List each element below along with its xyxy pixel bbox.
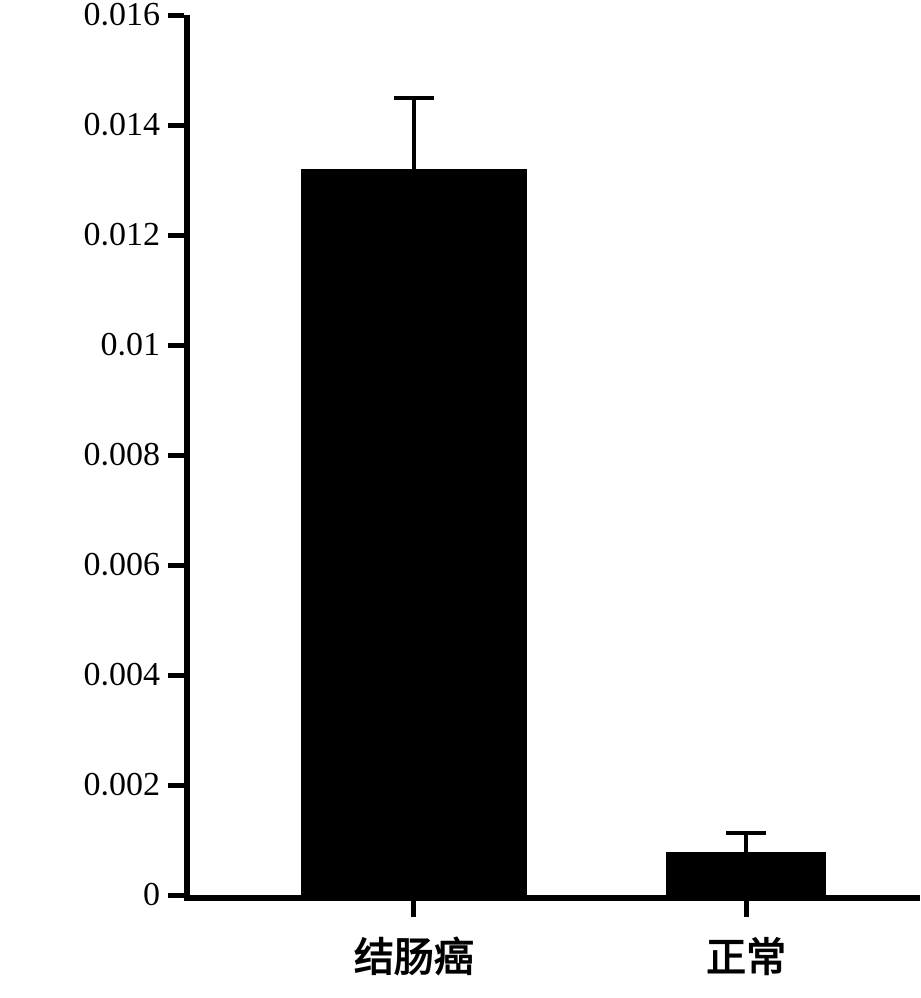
y-tick-mark <box>168 13 184 18</box>
y-tick-mark <box>168 673 184 678</box>
error-cap-1 <box>726 831 766 835</box>
y-tick-mark <box>168 563 184 568</box>
y-tick-label: 0.004 <box>84 656 161 694</box>
x-tick-mark-1 <box>744 901 749 917</box>
y-tick-mark <box>168 783 184 788</box>
y-tick-label: 0.008 <box>84 436 161 474</box>
error-cap-0 <box>394 96 434 100</box>
bar-chart: 0 0.002 0.004 0.006 0.008 0.01 0.012 0.014 0.016… <box>0 0 921 998</box>
y-tick-label: 0.002 <box>84 766 161 804</box>
y-tick-mark <box>168 343 184 348</box>
y-tick-mark <box>168 233 184 238</box>
error-whisker-1 <box>744 833 748 852</box>
x-tick-label-0: 结肠癌 <box>264 925 564 983</box>
y-tick-label: 0.006 <box>84 546 161 584</box>
y-tick-label: 0.012 <box>84 216 161 254</box>
error-whisker-0 <box>412 98 416 170</box>
x-tick-mark-0 <box>411 901 416 917</box>
x-axis-line <box>184 895 920 901</box>
y-tick-label: 0.014 <box>84 106 161 144</box>
y-tick-mark <box>168 123 184 128</box>
bar-0 <box>301 169 527 895</box>
bar-1 <box>666 852 827 895</box>
y-tick-label: 0.01 <box>101 326 161 364</box>
y-tick-label: 0 <box>143 876 160 914</box>
x-tick-label-1: 正常 <box>596 925 896 983</box>
y-tick-label: 0.016 <box>84 0 161 34</box>
y-tick-mark <box>168 453 184 458</box>
y-tick-mark <box>168 893 184 898</box>
y-axis-line <box>184 15 190 901</box>
